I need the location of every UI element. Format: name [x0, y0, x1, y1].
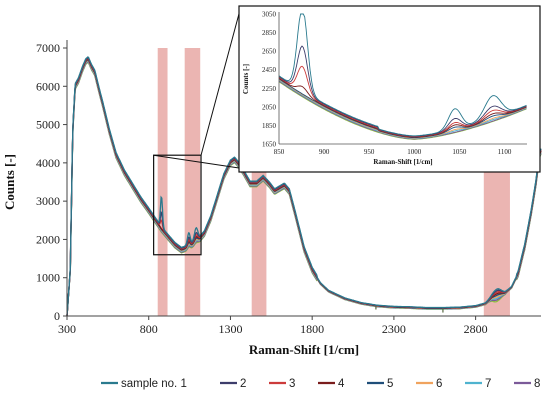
y-tick-label: 5000 — [36, 118, 60, 132]
y-tick-label: 3000 — [36, 194, 60, 208]
inset-x-tick-label: 950 — [364, 148, 375, 156]
legend-item-1: sample no. 1 — [101, 378, 187, 390]
chart-legend: sample no. 123456789 — [101, 378, 540, 390]
x-tick-label: 300 — [58, 322, 76, 336]
y-tick-label: 4000 — [36, 156, 60, 170]
inset-y-tick-label: 2850 — [262, 29, 277, 37]
inset-x-tick-label: 900 — [319, 148, 330, 156]
connector-line-1 — [153, 154, 240, 169]
connector-line-2 — [200, 9, 241, 156]
x-tick-label: 2800 — [464, 322, 488, 336]
x-tick-label: 2300 — [382, 322, 406, 336]
inset-y-tick-label: 2250 — [262, 85, 277, 93]
y-tick-label: 0 — [54, 309, 60, 323]
legend-label: 8 — [534, 378, 540, 390]
legend-label: 7 — [485, 378, 491, 390]
legend-item-3: 3 — [269, 378, 295, 390]
legend-item-2: 2 — [220, 378, 246, 390]
inset-x-tick-label: 850 — [274, 148, 285, 156]
legend-item-4: 4 — [318, 378, 345, 390]
inset-y-axis-label: Counts [-] — [242, 64, 250, 94]
inset-series-line-3 — [278, 65, 527, 138]
inset-x-tick-label: 1100 — [498, 148, 512, 156]
series-line-1 — [66, 56, 542, 316]
legend-label: 3 — [289, 378, 295, 390]
inset-y-tick-label: 1850 — [262, 122, 277, 130]
x-tick-label: 800 — [140, 322, 158, 336]
inset-zoom-plot: 850 900 950 1000 1050 1100 1650 1850 2050 2250 245… — [238, 5, 541, 173]
highlight-band-1 — [157, 48, 168, 316]
legend-label: 2 — [240, 378, 246, 390]
highlight-band-2 — [184, 48, 201, 316]
y-tick-label: 2000 — [36, 232, 60, 246]
legend-item-7: 7 — [465, 378, 491, 390]
legend-label: 4 — [338, 378, 345, 390]
x-tick-label: 1300 — [218, 322, 242, 336]
legend-item-8: 8 — [514, 378, 540, 390]
inset-y-tick-label: 1650 — [262, 141, 277, 149]
y-axis-label: Counts [-] — [2, 154, 17, 210]
x-axis-label: Raman-Shift [1/cm] — [249, 342, 359, 357]
y-tick-label: 7000 — [36, 41, 60, 55]
zoom-connector-lines — [153, 9, 241, 169]
inset-y-tick-label: 3050 — [262, 11, 277, 19]
main-plot-area: 300 800 1300 1800 2300 2800 0 1000 2000 3000 4000 5… — [2, 40, 542, 357]
zoom-region-box — [153, 154, 202, 256]
legend-label: 6 — [436, 378, 442, 390]
y-tick-label: 1000 — [36, 271, 60, 285]
inset-y-tick-label: 2050 — [262, 103, 277, 111]
legend-label: sample no. 1 — [121, 378, 187, 390]
inset-x-axis-label: Raman-Shift [1/cm] — [373, 158, 432, 166]
legend-label: 5 — [387, 378, 393, 390]
inset-series-line-5 — [278, 78, 527, 139]
inset-y-tick-label: 2650 — [262, 48, 277, 56]
inset-x-tick-label: 1050 — [452, 148, 467, 156]
y-tick-label: 6000 — [36, 79, 60, 93]
legend-item-5: 5 — [367, 378, 393, 390]
inset-series-line-1 — [278, 13, 527, 137]
inset-x-tick-label: 1000 — [407, 148, 422, 156]
legend-item-6: 6 — [416, 378, 442, 390]
x-tick-label: 1800 — [300, 322, 324, 336]
inset-y-tick-label: 2450 — [262, 66, 277, 74]
